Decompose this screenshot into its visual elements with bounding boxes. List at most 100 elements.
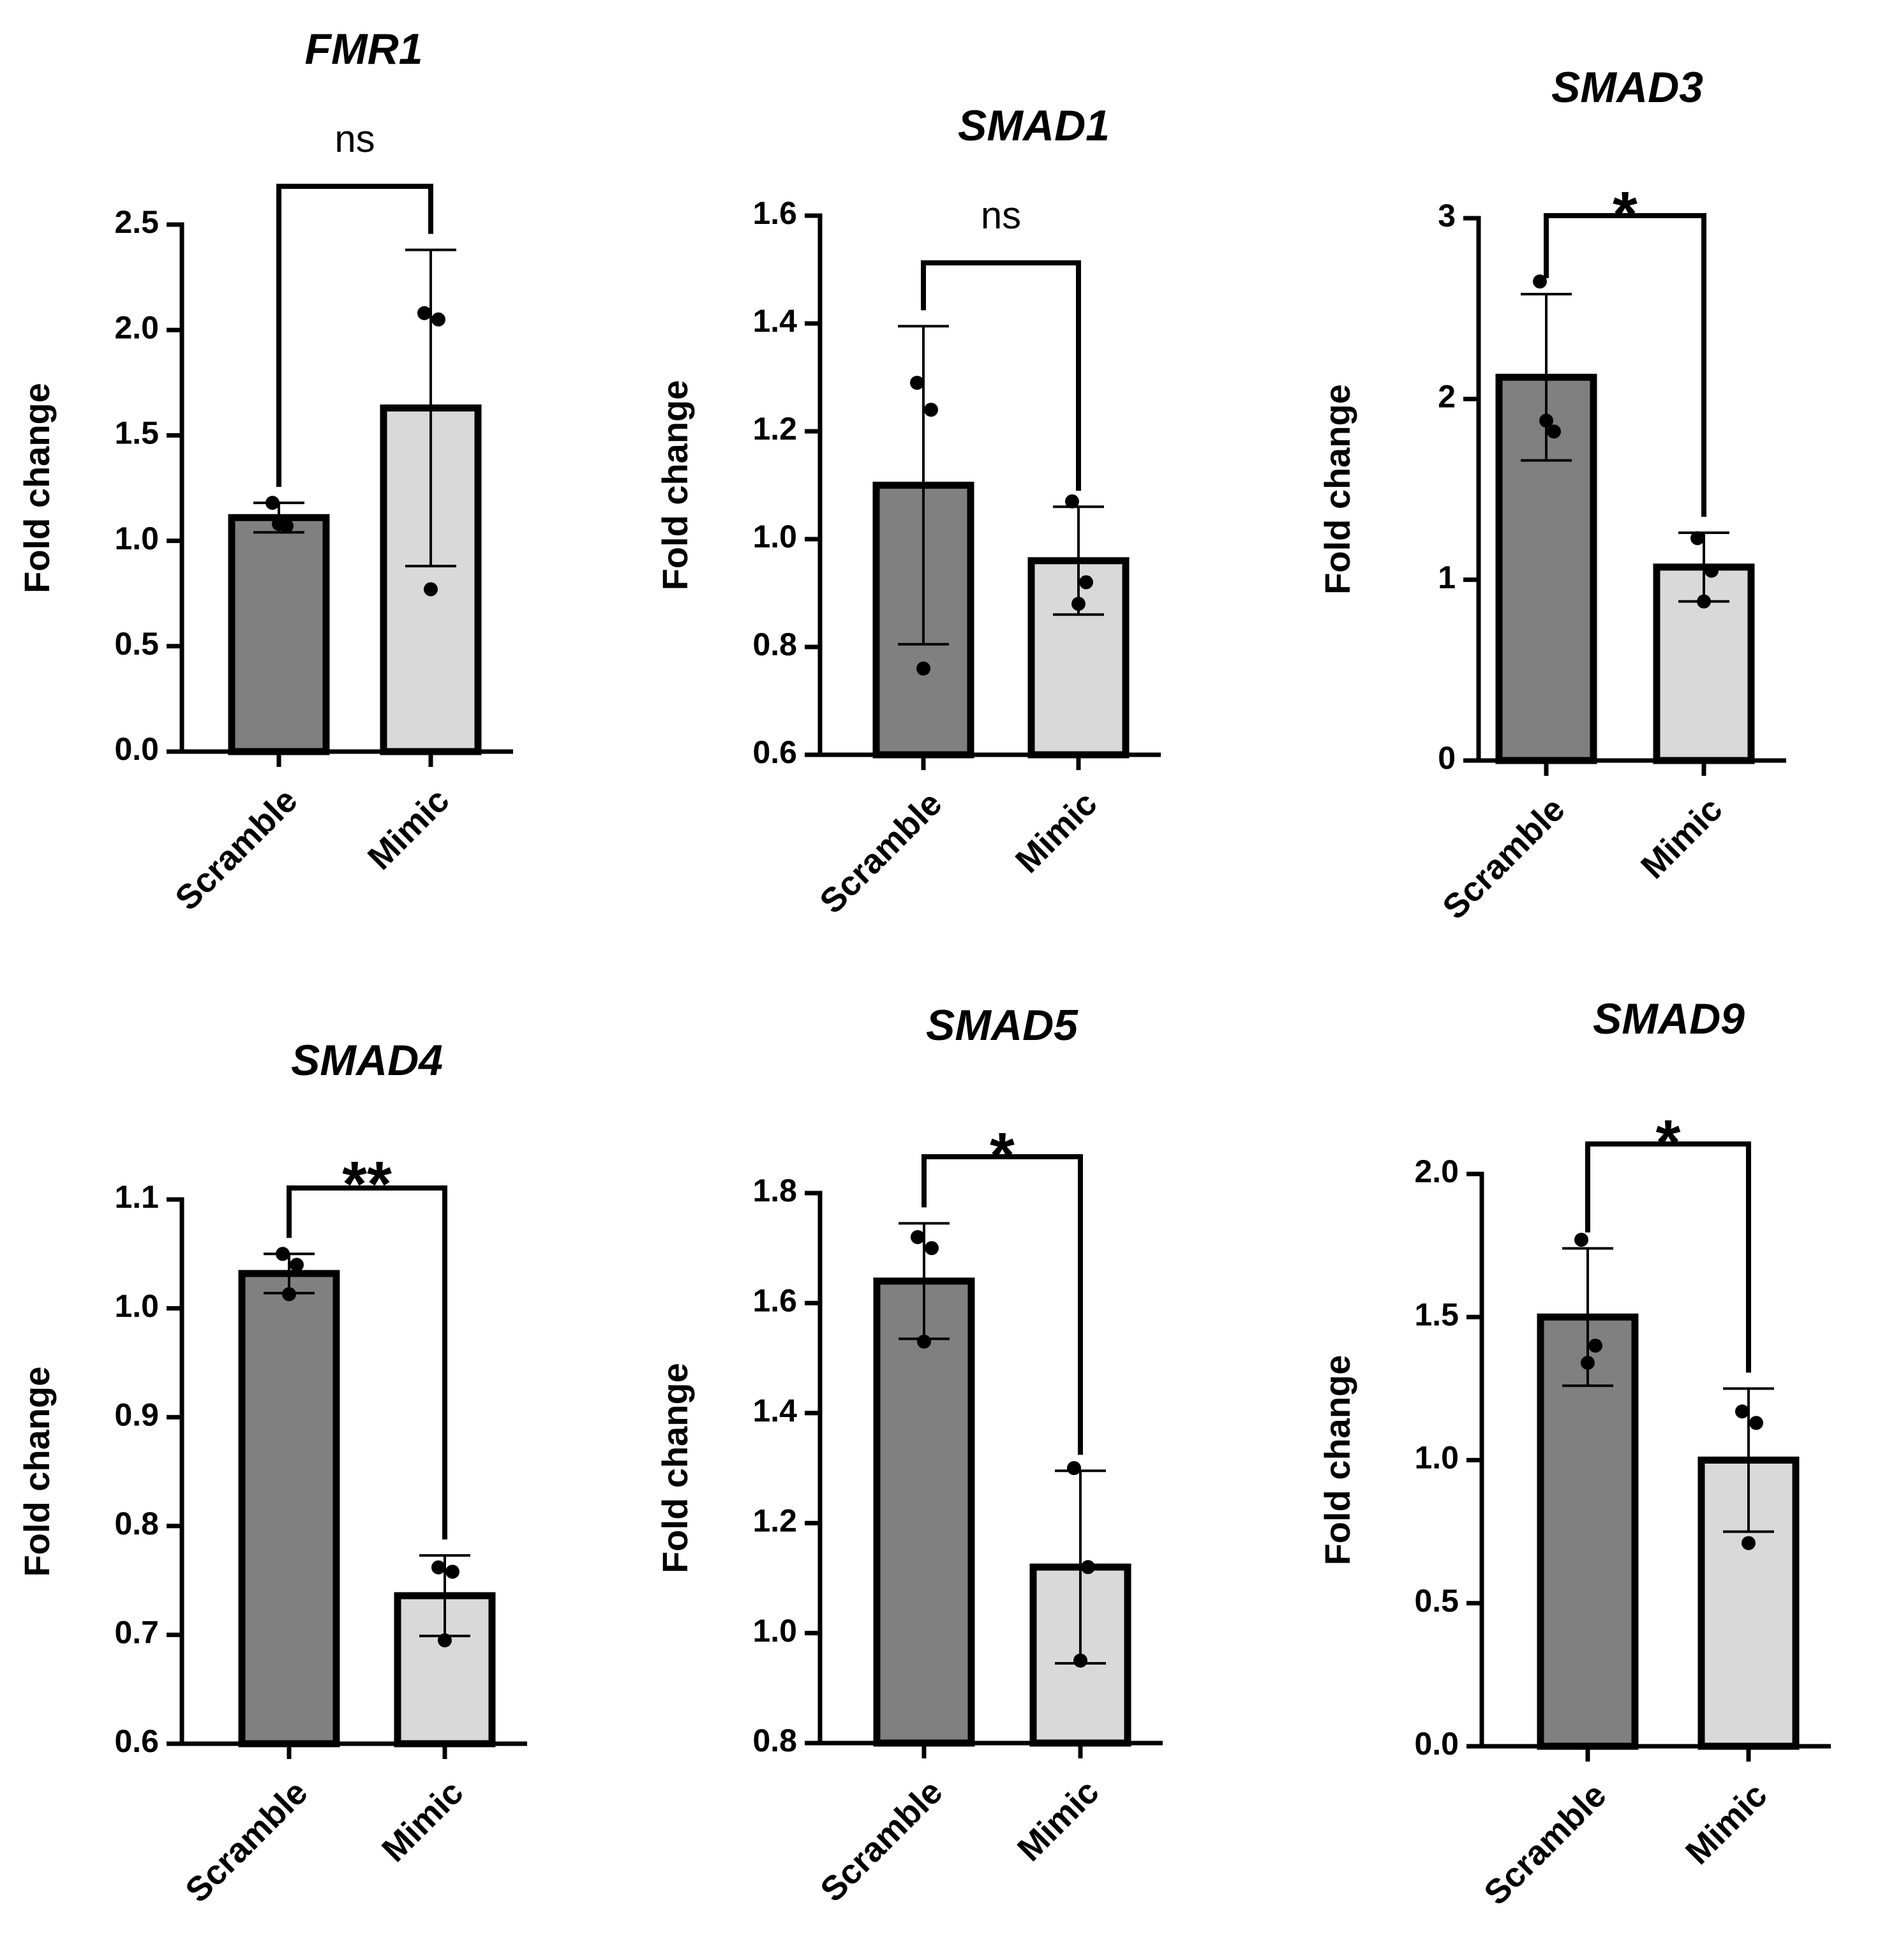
- data-point: [272, 517, 286, 531]
- y-tick-label: 1.2: [752, 411, 797, 447]
- significance-label: *: [1656, 1107, 1681, 1178]
- y-tick-label: 0.0: [1414, 1726, 1459, 1762]
- data-point: [1079, 575, 1093, 590]
- significance-label: *: [1613, 179, 1638, 250]
- data-point: [910, 375, 924, 390]
- chart-title: SMAD9: [1593, 995, 1745, 1043]
- x-tick-label: Scramble: [178, 1773, 315, 1910]
- x-tick-label: Scramble: [1435, 790, 1572, 926]
- chart-title: SMAD1: [958, 101, 1110, 150]
- data-point: [1749, 1416, 1763, 1430]
- y-tick-label: 1.0: [752, 519, 797, 554]
- data-point: [1588, 1339, 1602, 1353]
- y-tick-label: 1.6: [752, 195, 797, 231]
- y-tick-label: 1.6: [752, 1283, 797, 1319]
- y-tick-label: 0.8: [752, 627, 797, 662]
- data-point: [1742, 1536, 1756, 1550]
- data-point: [431, 312, 445, 327]
- y-tick-label: 1.0: [752, 1613, 797, 1649]
- data-point: [924, 403, 938, 417]
- y-axis-label: Fold change: [1317, 384, 1357, 595]
- data-point: [1533, 274, 1547, 289]
- y-tick-label: 1.4: [752, 303, 797, 339]
- x-tick-label: Mimic: [375, 1773, 471, 1869]
- data-point: [916, 661, 930, 676]
- significance-bracket: [921, 1154, 1083, 1455]
- significance-bracket: [921, 260, 1081, 491]
- x-tick-label: Mimic: [1010, 1772, 1107, 1869]
- x-tick-label: Mimic: [1008, 784, 1105, 880]
- data-point: [1065, 494, 1079, 509]
- data-point: [445, 1564, 459, 1579]
- data-point: [290, 1258, 304, 1272]
- chart-title: FMR1: [304, 25, 422, 73]
- data-point: [1581, 1356, 1595, 1370]
- y-tick-label: 0: [1438, 740, 1456, 776]
- data-point: [438, 1633, 452, 1647]
- y-tick-label: 2: [1438, 379, 1456, 415]
- data-point: [1735, 1404, 1749, 1419]
- data-point: [424, 582, 438, 597]
- y-tick-label: 1.0: [1414, 1440, 1459, 1476]
- x-tick-label: Scramble: [168, 781, 304, 917]
- y-tick-label: 1.2: [752, 1503, 797, 1538]
- y-tick-label: 0.7: [114, 1615, 159, 1651]
- significance-label: ns: [334, 117, 375, 160]
- data-point: [911, 1229, 925, 1244]
- x-tick-label: Scramble: [813, 1772, 950, 1909]
- data-point: [1574, 1233, 1588, 1247]
- data-point: [1073, 1653, 1087, 1668]
- y-tick-label: 0.5: [1414, 1583, 1459, 1619]
- significance-bracket: [276, 184, 433, 487]
- y-tick-label: 2.5: [114, 204, 159, 240]
- data-point: [1071, 597, 1085, 611]
- data-point: [1067, 1461, 1081, 1475]
- bar-scramble: [228, 514, 330, 755]
- data-point: [925, 1241, 939, 1256]
- significance-bracket: [1585, 1141, 1751, 1373]
- y-tick-label: 0.6: [752, 734, 797, 770]
- y-axis-label: Fold change: [655, 1363, 695, 1573]
- y-tick-label: 0.6: [114, 1723, 159, 1759]
- data-point: [1690, 531, 1705, 546]
- y-tick-label: 1.5: [114, 415, 159, 451]
- y-axis-label: Fold change: [655, 380, 695, 591]
- y-tick-label: 1.5: [1414, 1296, 1459, 1332]
- significance-bracket: [1544, 213, 1706, 517]
- x-tick-label: Scramble: [812, 784, 949, 921]
- chart-title: SMAD4: [291, 1036, 443, 1085]
- x-tick-label: Mimic: [1678, 1776, 1775, 1872]
- y-axis-label: Fold change: [17, 1367, 57, 1577]
- significance-label: *: [990, 1120, 1015, 1191]
- y-tick-label: 0.8: [114, 1506, 159, 1541]
- data-point: [431, 1560, 445, 1575]
- data-point: [1705, 563, 1719, 578]
- data-point: [417, 306, 431, 320]
- data-point: [1081, 1560, 1095, 1575]
- y-tick-label: 0.5: [114, 626, 159, 662]
- bar-scramble: [873, 1277, 975, 1747]
- y-tick-label: 0.9: [114, 1397, 159, 1432]
- y-tick-label: 3: [1438, 198, 1456, 234]
- y-tick-label: 1.4: [752, 1393, 797, 1429]
- y-tick-label: 2.0: [1414, 1154, 1459, 1189]
- y-tick-label: 1.1: [114, 1179, 159, 1215]
- x-tick-label: Scramble: [1477, 1776, 1613, 1912]
- chart-title: SMAD3: [1551, 63, 1703, 112]
- x-tick-label: Mimic: [361, 781, 457, 877]
- y-axis-label: Fold change: [17, 383, 57, 593]
- y-tick-label: 1.0: [114, 1288, 159, 1324]
- data-point: [276, 1247, 290, 1261]
- data-point: [265, 496, 280, 510]
- y-tick-label: 1.8: [752, 1173, 797, 1208]
- data-point: [1547, 424, 1561, 439]
- significance-label: **: [342, 1148, 392, 1220]
- y-axis-label: Fold change: [1317, 1355, 1357, 1566]
- y-tick-label: 0.8: [752, 1723, 797, 1758]
- y-tick-label: 2.0: [114, 309, 159, 345]
- significance-label: ns: [981, 194, 1021, 237]
- y-tick-label: 1: [1438, 560, 1456, 595]
- y-tick-label: 0.0: [114, 731, 159, 767]
- significance-bracket: [287, 1185, 447, 1540]
